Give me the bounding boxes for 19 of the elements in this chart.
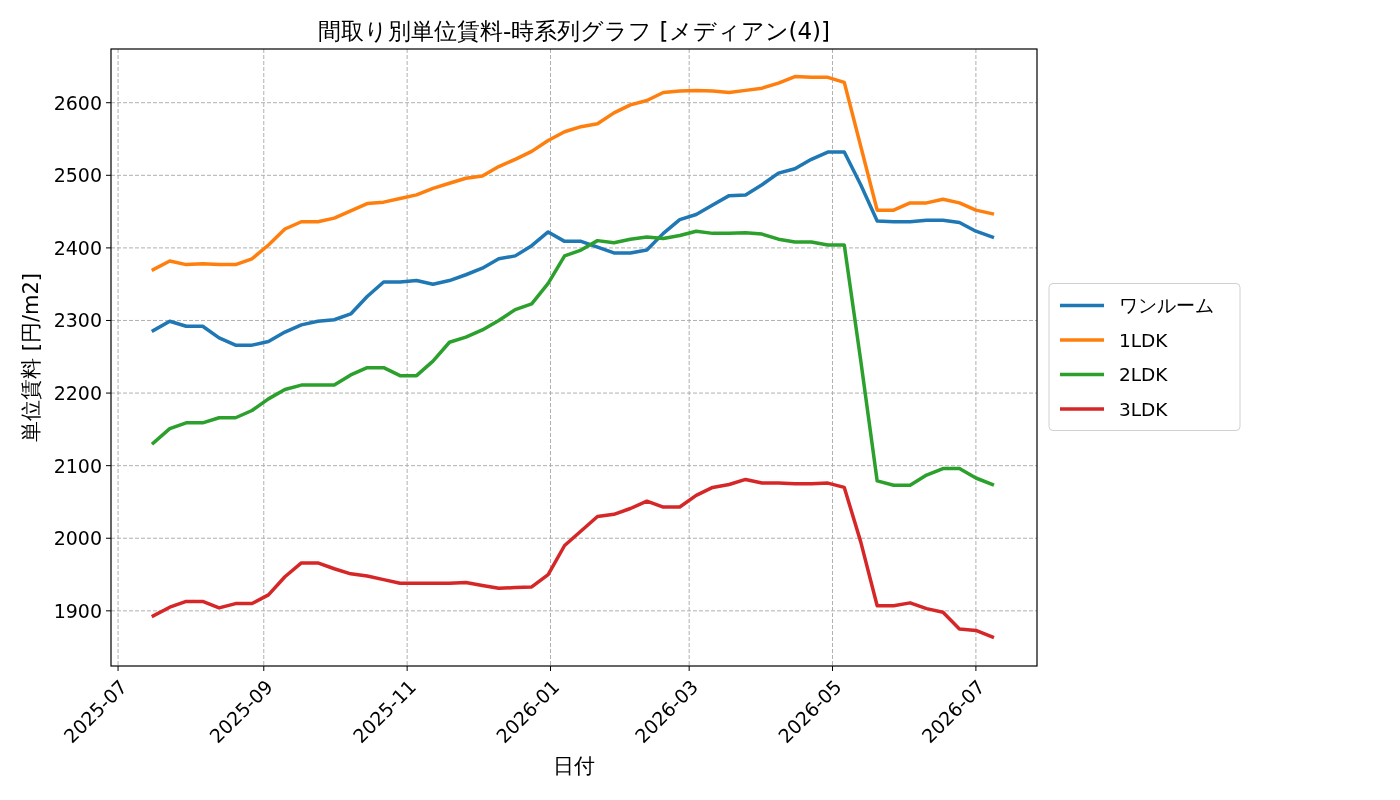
legend-label: 2LDK xyxy=(1119,364,1169,385)
legend-label: 1LDK xyxy=(1119,329,1169,351)
y-tick-label: 2600 xyxy=(53,91,102,114)
line-series xyxy=(151,150,995,347)
line-series xyxy=(151,229,995,488)
y-tick-label: 2000 xyxy=(53,527,102,550)
legend-label: 3LDK xyxy=(1119,398,1169,420)
y-tick-label: 1900 xyxy=(53,599,102,622)
x-axis-title: 日付 xyxy=(553,754,595,778)
line-series xyxy=(151,74,995,272)
line-series xyxy=(151,477,995,639)
y-tick-label: 2100 xyxy=(53,454,102,477)
legend-label: ワンルーム xyxy=(1119,295,1214,316)
y-tick-label: 2300 xyxy=(53,309,102,332)
y-tick-label: 2200 xyxy=(53,382,102,405)
y-tick-label: 2400 xyxy=(53,236,102,259)
y-axis-title: 単位賃料 [円/m2] xyxy=(19,273,43,442)
chart-title: 間取り別単位賃料-時系列グラフ [メディアン(4)] xyxy=(317,17,831,44)
y-tick-label: 2500 xyxy=(53,164,102,187)
